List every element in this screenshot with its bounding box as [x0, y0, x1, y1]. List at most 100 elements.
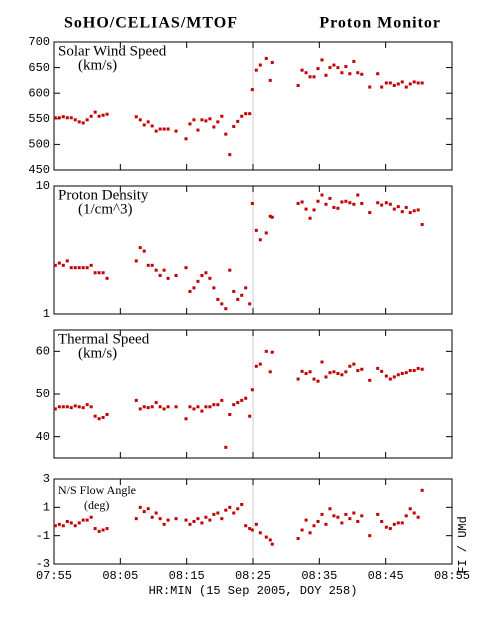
data-point — [184, 518, 188, 522]
x-tick-label: 08:45 — [368, 569, 404, 583]
data-point — [380, 85, 384, 89]
data-point — [188, 405, 192, 409]
data-point — [324, 202, 328, 206]
data-point — [208, 276, 212, 280]
x-tick-label: 08:25 — [235, 569, 271, 583]
data-point — [166, 276, 170, 280]
data-point — [81, 518, 85, 522]
data-point — [204, 271, 208, 275]
panel-label: N/S Flow Angle — [58, 483, 136, 497]
data-point — [264, 231, 268, 235]
data-point — [380, 369, 384, 373]
panel-label-unit: (km/s) — [78, 345, 117, 361]
data-point — [57, 116, 61, 120]
y-tick-label: 550 — [28, 112, 50, 126]
data-point — [196, 279, 200, 283]
data-point — [344, 199, 348, 203]
data-point — [254, 68, 258, 72]
data-point — [254, 228, 258, 232]
data-point — [220, 302, 224, 306]
data-point — [236, 507, 240, 511]
y-tick-label: 500 — [28, 138, 50, 152]
y-tick-label: 1 — [43, 501, 50, 515]
data-point — [146, 507, 150, 511]
data-point — [250, 88, 254, 92]
data-point — [332, 205, 336, 209]
y-tick-label: 450 — [28, 163, 50, 177]
y-tick-label: 600 — [28, 86, 50, 100]
data-point — [77, 521, 81, 525]
data-point — [240, 293, 244, 297]
data-point — [368, 378, 372, 382]
data-point — [416, 515, 420, 519]
data-point — [356, 520, 360, 523]
data-point — [158, 127, 162, 131]
data-point — [360, 514, 364, 518]
data-point — [232, 403, 236, 407]
data-point — [384, 525, 388, 529]
data-point — [184, 266, 188, 270]
data-point — [158, 405, 162, 409]
data-point — [268, 214, 272, 218]
data-point — [268, 370, 272, 374]
data-point — [192, 520, 196, 523]
data-point — [101, 271, 105, 275]
data-point — [174, 405, 178, 409]
data-point — [174, 273, 178, 277]
data-point — [352, 202, 356, 206]
data-point — [404, 514, 408, 518]
y-tick-label: 700 — [28, 35, 50, 49]
data-point — [408, 369, 412, 373]
data-point — [228, 412, 232, 416]
data-point — [65, 259, 69, 263]
data-point — [232, 124, 236, 128]
data-point — [400, 210, 404, 214]
data-point — [408, 82, 412, 86]
data-point — [244, 286, 248, 290]
data-point — [336, 372, 340, 376]
data-point — [360, 72, 364, 76]
data-point — [400, 521, 404, 525]
data-point — [236, 297, 240, 301]
data-point — [200, 521, 204, 525]
data-point — [404, 205, 408, 209]
data-point — [101, 415, 105, 419]
data-point — [73, 524, 77, 528]
data-point — [146, 263, 150, 267]
panel-label-unit: (deg) — [84, 498, 109, 512]
data-point — [324, 522, 328, 526]
y-tick-label: 10 — [36, 179, 50, 193]
data-point — [304, 207, 308, 211]
data-point — [312, 75, 316, 79]
data-point — [376, 512, 380, 516]
data-point — [352, 59, 356, 63]
panel-label: Thermal Speed — [58, 331, 150, 347]
data-point — [196, 128, 200, 132]
x-axis-label: HR:MIN (15 Sep 2005, DOY 258) — [149, 584, 358, 598]
header-right: Proton Monitor — [319, 15, 441, 32]
data-point — [228, 268, 232, 272]
data-point — [97, 529, 101, 533]
data-point — [105, 412, 109, 416]
data-point — [344, 512, 348, 516]
data-point — [77, 405, 81, 409]
data-point — [138, 505, 142, 509]
data-point — [184, 417, 188, 421]
data-point — [162, 407, 166, 411]
data-point — [174, 129, 178, 133]
data-point — [400, 372, 404, 376]
data-point — [270, 60, 274, 64]
data-point — [376, 201, 380, 205]
data-point — [61, 263, 65, 267]
data-point — [200, 273, 204, 277]
data-point — [154, 511, 158, 515]
data-point — [420, 367, 424, 371]
x-tick-label: 08:55 — [434, 569, 470, 583]
credit: FI / UMd — [456, 516, 470, 574]
data-point — [236, 401, 240, 405]
data-point — [101, 528, 105, 532]
data-point — [85, 118, 89, 122]
y-tick-label: 1 — [43, 307, 50, 321]
data-point — [150, 515, 154, 519]
